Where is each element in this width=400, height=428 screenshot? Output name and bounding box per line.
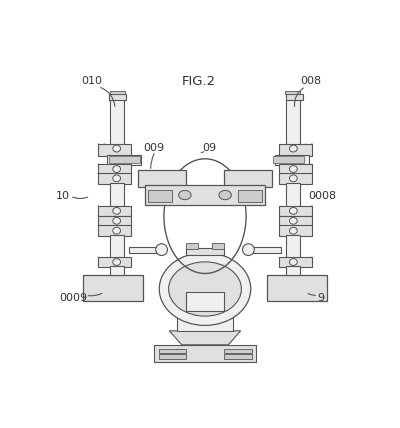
Ellipse shape [113,208,120,214]
Bar [238,190,262,202]
Bar [110,235,124,258]
Text: 09: 09 [202,143,217,153]
Bar [98,216,130,226]
Bar [212,244,224,249]
Text: 10: 10 [55,191,70,201]
Bar [148,190,172,202]
Bar [158,354,186,360]
Ellipse shape [113,175,120,182]
Bar [98,144,130,156]
Bar [186,244,198,249]
Bar [110,266,124,275]
Polygon shape [169,331,241,345]
Bar [224,169,272,187]
Ellipse shape [113,217,120,224]
Ellipse shape [290,227,297,234]
Bar [286,94,303,100]
Bar [98,164,130,174]
Text: 9: 9 [318,293,325,303]
Bar [279,226,312,236]
Bar [109,94,126,100]
Bar [107,155,142,165]
Ellipse shape [113,227,120,234]
Bar [154,345,256,362]
Bar [285,91,300,94]
Bar [98,257,130,268]
Bar [224,354,252,360]
Ellipse shape [219,190,231,200]
Bar [279,257,312,268]
Bar [98,206,130,216]
Ellipse shape [290,208,297,214]
Text: 008: 008 [300,76,321,86]
Bar [144,185,266,205]
Ellipse shape [156,244,168,256]
Bar [82,275,143,301]
Bar [186,248,224,255]
Bar [286,235,300,258]
Bar [109,156,140,163]
Ellipse shape [113,145,120,152]
Bar [186,292,224,311]
Bar [279,144,312,156]
Text: 010: 010 [81,76,102,86]
Ellipse shape [113,259,120,265]
Bar [129,247,165,253]
Ellipse shape [290,217,297,224]
Bar [245,247,281,253]
Bar [273,156,304,163]
Bar [275,155,309,165]
Text: 0008: 0008 [309,191,337,201]
Ellipse shape [168,262,242,316]
Bar [267,275,328,301]
Text: FIG.2: FIG.2 [182,75,216,88]
Ellipse shape [242,244,254,256]
Ellipse shape [179,190,191,200]
Ellipse shape [290,259,297,265]
Ellipse shape [290,175,297,182]
Bar [286,183,300,207]
Bar [279,216,312,226]
Bar [177,309,233,331]
Text: 009: 009 [143,143,164,153]
Bar [98,226,130,236]
Bar [286,266,300,275]
Bar [110,183,124,207]
Bar [110,91,125,94]
Ellipse shape [113,166,120,172]
Bar [279,164,312,174]
Bar [286,98,300,145]
Ellipse shape [290,145,297,152]
Bar [224,349,252,353]
Bar [98,173,130,184]
Text: 0009: 0009 [59,293,87,303]
Ellipse shape [290,166,297,172]
Bar [138,169,186,187]
Ellipse shape [159,253,251,325]
Bar [110,98,124,145]
Bar [279,206,312,216]
Bar [279,173,312,184]
Bar [158,349,186,353]
